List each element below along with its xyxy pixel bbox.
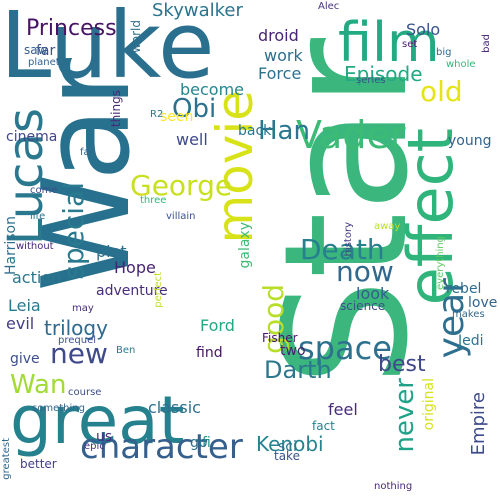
cloud-word: plot (96, 242, 127, 261)
cloud-word: something (32, 403, 85, 414)
cloud-word: science (340, 299, 386, 313)
cloud-word: Ben (116, 345, 136, 356)
cloud-word: go (190, 435, 208, 451)
cloud-word: work (264, 46, 303, 65)
cloud-word: classic (148, 398, 201, 417)
cloud-word: character (80, 427, 243, 467)
cloud-word: everything (435, 236, 446, 290)
cloud-word: evil (6, 314, 35, 333)
cloud-word: history (343, 222, 354, 257)
cloud-word: Fisher (262, 331, 298, 345)
cloud-word: Princess (26, 16, 117, 41)
cloud-word: villain (166, 211, 196, 222)
cloud-word: back (238, 123, 272, 139)
cloud-word: Episode (344, 62, 423, 86)
cloud-word: rebel (446, 281, 482, 297)
cloud-word: Luke (0, 0, 215, 99)
cloud-word: Obi (172, 94, 217, 124)
cloud-word: us (96, 429, 113, 445)
cloud-word: bad (481, 34, 492, 53)
cloud-word: three (140, 195, 167, 206)
cloud-word: set (402, 39, 418, 50)
cloud-word: original (421, 378, 437, 431)
cloud-word: world (129, 20, 143, 54)
cloud-word: give (10, 351, 40, 367)
cloud-word: Jedi (458, 333, 484, 349)
cloud-word: Ford (200, 316, 235, 335)
cloud-word: without (16, 241, 54, 252)
cloud-word: young (448, 133, 492, 149)
cloud-word: perfect (153, 272, 164, 308)
cloud-word: Kenobi (256, 432, 324, 456)
cloud-word: big (436, 47, 452, 58)
cloud-word: action (12, 268, 62, 287)
cloud-word: cinema (6, 129, 58, 145)
cloud-word: adventure (96, 283, 168, 299)
cloud-word: R2 (150, 109, 164, 120)
cloud-word: course (68, 387, 102, 398)
cloud-word: Darth (264, 356, 332, 384)
cloud-word: Vader (296, 113, 406, 157)
cloud-word: life (30, 211, 46, 222)
cloud-word: Death (300, 233, 385, 266)
cloud-word: Hope (114, 258, 156, 277)
cloud-word: trilogy (44, 316, 108, 340)
cloud-word: nothing (374, 481, 413, 492)
cloud-word: two (280, 343, 306, 359)
cloud-word: things (109, 90, 123, 128)
cloud-word: film (338, 11, 440, 74)
cloud-word: better (20, 457, 57, 471)
cloud-word: may (72, 303, 94, 314)
cloud-word: fact (312, 419, 335, 433)
cloud-word: seen (160, 109, 194, 125)
cloud-word: become (180, 80, 245, 99)
cloud-word: epic (84, 441, 105, 452)
cloud-word: never (390, 378, 420, 453)
cloud-word: Leia (8, 296, 41, 315)
cloud-word: now (336, 255, 394, 288)
cloud-word: Solo (406, 20, 441, 39)
cloud-word: find (196, 345, 223, 361)
cloud-word: space (298, 329, 392, 367)
cloud-word: feel (328, 400, 358, 419)
cloud-word: look (356, 284, 390, 303)
cloud-word: Empire (468, 392, 489, 456)
cloud-word: great (10, 382, 185, 459)
cloud-word: saw (24, 43, 48, 57)
cloud-word: come (30, 185, 58, 196)
cloud-word: far (36, 43, 56, 59)
cloud-word: Han (258, 116, 310, 146)
cloud-word: prequel (58, 335, 97, 346)
cloud-word: Wan (10, 370, 67, 400)
cloud-word: galaxy (237, 222, 253, 269)
cloud-word: take (274, 449, 300, 463)
cloud-word: new (50, 337, 108, 370)
cloud-word: Alec (318, 1, 340, 12)
cloud-word: old (420, 75, 463, 108)
cloud-word: whole (446, 59, 476, 70)
cloud-word: sci (278, 439, 297, 455)
cloud-word: Skywalker (152, 0, 243, 21)
cloud-word: away (374, 221, 401, 232)
cloud-word: Force (258, 64, 302, 83)
cloud-word: George (130, 169, 233, 202)
cloud-word: best (378, 352, 426, 377)
cloud-word: special (57, 182, 90, 280)
cloud-word: fan (80, 147, 96, 158)
cloud-word: makes (452, 309, 485, 320)
cloud-word: love (468, 295, 498, 311)
cloud-word: greatest (1, 438, 12, 480)
cloud-word: droid (258, 26, 299, 45)
cloud-word: planet (28, 57, 60, 68)
cloud-word: well (176, 130, 208, 149)
cloud-word: series (356, 75, 386, 86)
cloud-word: fi (202, 435, 211, 451)
cloud-word: movie (206, 90, 264, 244)
